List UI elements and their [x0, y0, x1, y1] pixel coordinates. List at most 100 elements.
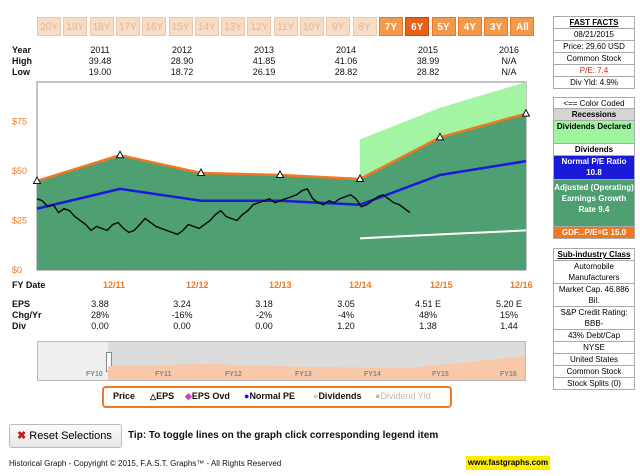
eps-marker — [435, 132, 445, 141]
tab-all[interactable]: All — [510, 17, 535, 36]
div-value: 0.00 — [255, 321, 273, 331]
tab-8y[interactable]: 8Y — [352, 17, 377, 36]
year-value: 2011 — [90, 45, 110, 55]
site-link[interactable]: www.fastgraphs.com — [466, 456, 550, 470]
diamond-icon: ◆ — [185, 391, 192, 401]
close-icon: ✖ — [17, 430, 27, 442]
dividend-line — [359, 229, 527, 240]
x-tick-label: FY Date — [12, 280, 45, 290]
x-axis-ticks: FY Date 12/11 12/12 12/13 12/14 12/15 12/16 — [12, 280, 533, 290]
low-label: Low — [12, 67, 30, 77]
tab-7y[interactable]: 7Y — [378, 17, 403, 36]
y-tick-label: $25 — [12, 216, 27, 226]
tab-11y[interactable]: 11Y — [273, 17, 298, 36]
tab-4y[interactable]: 4Y — [457, 17, 482, 36]
earnings-growth-key: Adjusted (Operating) Earnings Growth Rat… — [553, 179, 635, 227]
div-value: 0.00 — [91, 321, 109, 331]
low-value: 28.82 — [334, 67, 358, 77]
high-value: 41.85 — [252, 56, 276, 66]
tab-20y[interactable]: 20Y — [37, 17, 61, 36]
low-value: 19.00 — [88, 67, 112, 77]
legend-dividend-yld[interactable]: ●Dividend Yld — [375, 391, 431, 401]
navigator-year-label: FY16 — [500, 371, 517, 378]
tab-3y[interactable]: 3Y — [484, 17, 509, 36]
eps-marker — [355, 173, 365, 182]
legend-dividends-label: Dividends — [318, 391, 362, 401]
high-value: 39.48 — [88, 56, 112, 66]
x-tick-label: 12/16 — [510, 280, 533, 290]
dot-icon: ● — [244, 391, 250, 401]
eps-marker — [115, 150, 125, 159]
y-axis-ticks: $75 $50 $25 $0 — [12, 117, 27, 275]
reset-selections-button[interactable]: ✖ Reset Selections — [9, 424, 122, 448]
chg-value: 15% — [499, 310, 518, 320]
subindustry-value: Automobile Manufacturers — [553, 260, 635, 284]
tab-15y[interactable]: 15Y — [168, 17, 193, 36]
navigator-unselected — [38, 342, 108, 380]
chg-value: 48% — [418, 310, 437, 320]
gdf-key: GDF...P/E=G 15.0 — [553, 226, 635, 239]
tab-18y[interactable]: 18Y — [89, 17, 114, 36]
eps-markers — [32, 108, 531, 184]
tab-14y[interactable]: 14Y — [194, 17, 219, 36]
price-chart: $75 $50 $25 $0 FY Date 12/11 12/12 12/13 12/14 1… — [12, 81, 533, 290]
eps-value: 5.20 E — [495, 299, 523, 309]
tab-12y[interactable]: 12Y — [247, 17, 272, 36]
legend-eps[interactable]: △EPS — [150, 391, 174, 401]
credit-rating: S&P Credit Rating: BBB- — [553, 306, 635, 330]
tip-text: Tip: To toggle lines on the graph click … — [128, 430, 439, 441]
tab-10y[interactable]: 10Y — [300, 17, 324, 36]
market-cap: Market Cap. 46.886 Bil. — [553, 283, 635, 307]
legend-price[interactable]: Price — [113, 391, 136, 401]
eps-marker — [521, 108, 531, 117]
tab-19y[interactable]: 19Y — [63, 17, 88, 36]
triangle-icon: △ — [150, 392, 157, 401]
low-value: 28.82 — [416, 67, 440, 77]
tab-6y[interactable]: 6Y — [405, 17, 430, 36]
dot-icon: ● — [313, 391, 319, 401]
legend-normal-pe[interactable]: ●Normal PE — [244, 391, 295, 401]
low-value: 26.19 — [252, 67, 276, 77]
legend-normal-pe-label: Normal PE — [249, 391, 295, 401]
tab-16y[interactable]: 16Y — [142, 17, 167, 36]
high-value: N/A — [501, 56, 517, 66]
eps-marker — [32, 175, 42, 184]
navigator-year-label: FY14 — [364, 371, 381, 378]
div-value: 1.38 — [419, 321, 437, 331]
legend-eps-label: EPS — [156, 391, 175, 401]
tab-5y[interactable]: 5Y — [431, 17, 456, 36]
year-value: 2013 — [253, 45, 275, 55]
y-tick-label: $75 — [12, 117, 27, 127]
x-tick-label: 12/12 — [186, 280, 209, 290]
navigator-year-label: FY10 — [86, 371, 103, 378]
chg-value: -16% — [171, 310, 193, 320]
legend-dividend-yld-label: Dividend Yld — [380, 391, 431, 401]
chg-value: -2% — [255, 310, 272, 320]
eps-marker — [275, 169, 285, 179]
range-navigator[interactable] — [37, 341, 526, 381]
chg-value: 28% — [90, 310, 109, 320]
copyright-text: Historical Graph - Copyright © 2015, F.A… — [9, 459, 282, 468]
legend-eps-ovd[interactable]: ◆EPS Ovd — [185, 391, 230, 402]
navigator-sparkline — [108, 356, 525, 380]
low-value: N/A — [501, 67, 517, 77]
tab-13y[interactable]: 13Y — [221, 17, 246, 36]
tab-9y[interactable]: 9Y — [326, 17, 351, 36]
high-value: 41.06 — [334, 56, 358, 66]
legend — [102, 386, 452, 408]
facts-div-yld: Div Yld: 4.9% — [553, 76, 635, 89]
reset-label: Reset Selections — [29, 430, 112, 442]
eps-label: EPS — [12, 299, 31, 309]
eps-value: 3.18 — [255, 299, 273, 309]
eps-valuation-area — [37, 113, 526, 271]
legend-eps-ovd-label: EPS Ovd — [191, 391, 230, 401]
navigator-year-label: FY13 — [295, 371, 312, 378]
chg-value: -4% — [337, 310, 354, 320]
legend-dividends[interactable]: ●Dividends — [313, 391, 361, 401]
chg-label: Chg/Yr — [12, 310, 42, 320]
tab-17y[interactable]: 17Y — [115, 17, 140, 36]
eps-value: 4.51 E — [414, 299, 442, 309]
navigator-year-label: FY15 — [432, 371, 449, 378]
navigator-year-label: FY12 — [225, 371, 242, 378]
eps-value: 3.24 — [173, 299, 191, 309]
